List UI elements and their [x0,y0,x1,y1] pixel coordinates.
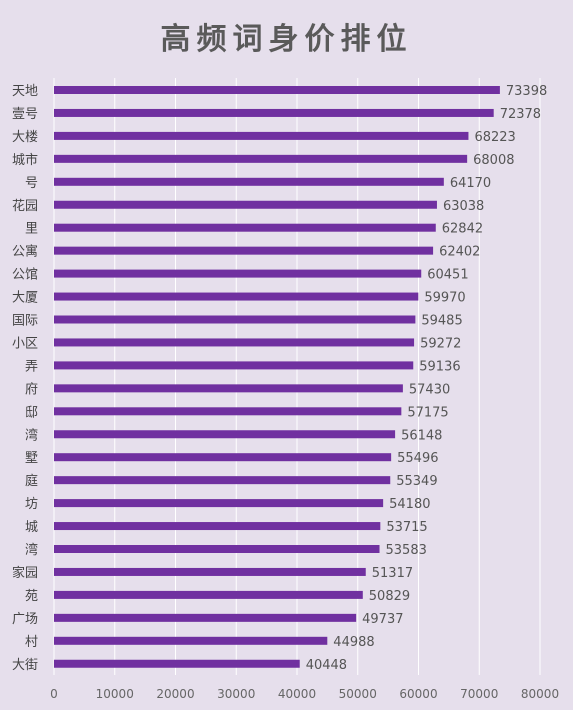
category-label: 大楼 [12,130,38,145]
data-label: 54180 [389,497,430,512]
data-label: 40448 [306,658,347,673]
category-label: 城 [25,520,38,535]
bar [54,86,500,94]
bar [54,567,366,576]
bar [54,177,444,186]
data-label: 59272 [420,336,461,351]
bar [54,131,469,140]
bar [54,613,357,622]
data-label: 62842 [442,222,483,237]
category-label: 苑 [25,589,38,604]
x-tick-label: 80000 [521,687,559,701]
data-label: 59485 [421,314,462,329]
bar [54,315,416,324]
x-tick-label: 30000 [217,687,255,701]
category-label: 坊 [25,497,38,512]
bar [54,453,392,462]
bar [54,292,419,301]
category-label: 壹号 [12,107,38,122]
data-label: 55349 [396,474,437,489]
data-label: 49737 [362,612,403,627]
category-label: 湾 [25,427,38,443]
chart-title: 高频词身价排位 [160,22,413,57]
bar [54,200,437,209]
category-label: 庭 [25,473,38,489]
category-label: 里 [25,222,38,237]
data-label: 59970 [424,291,465,306]
category-label: 湾 [25,542,38,558]
data-label: 64170 [450,176,491,191]
category-label: 广场 [12,612,38,627]
bar [54,430,396,439]
data-label: 53583 [386,543,427,558]
category-label: 国际 [12,314,38,329]
x-tick-label: 20000 [156,687,194,701]
data-label: 55496 [397,451,438,466]
bar [54,154,468,163]
bar [54,636,328,645]
category-label: 墅 [25,451,38,466]
bar [54,223,436,232]
category-label: 弄 [25,359,38,374]
data-label: 50829 [369,589,410,604]
category-label: 花园 [12,198,38,214]
x-tick-label: 40000 [278,687,316,701]
category-label: 号 [25,176,38,191]
data-label: 72378 [500,107,541,122]
data-label: 53715 [386,520,427,535]
category-label: 府 [25,382,38,397]
data-label: 73398 [506,84,547,99]
bar [54,338,415,347]
x-tick-label: 0 [50,687,58,701]
x-tick-label: 60000 [399,687,437,701]
category-label: 城市 [12,152,38,168]
data-label: 57175 [407,405,448,420]
bar [54,659,300,668]
bar [54,246,434,255]
category-label: 小区 [12,336,38,351]
data-label: 44988 [333,635,374,650]
data-label: 68008 [473,153,514,168]
bar [54,361,414,370]
bar [54,590,363,599]
category-label: 邸 [25,405,38,420]
data-label: 60451 [427,268,468,283]
data-label: 57430 [409,382,450,397]
bar [54,108,494,117]
x-tick-label: 50000 [339,687,377,701]
bar [54,476,391,485]
data-label: 56148 [401,428,442,443]
category-label: 公寓 [12,244,38,260]
category-label: 天地 [12,84,38,99]
data-label: 51317 [372,566,413,581]
category-label: 公馆 [12,268,38,283]
category-label: 家园 [12,565,38,581]
x-tick-label: 70000 [460,687,498,701]
category-label: 大厦 [12,291,38,306]
bar [54,269,422,278]
bar [54,499,384,508]
data-label: 62402 [439,245,480,260]
x-tick-label: 10000 [96,687,134,701]
category-label: 村 [25,635,38,650]
bar [54,384,403,393]
bar [54,545,380,553]
data-label: 59136 [419,359,460,374]
data-label: 63038 [443,199,484,214]
bar [54,407,402,416]
bar [54,522,381,531]
category-label: 大街 [12,658,38,673]
data-label: 68223 [474,130,515,145]
